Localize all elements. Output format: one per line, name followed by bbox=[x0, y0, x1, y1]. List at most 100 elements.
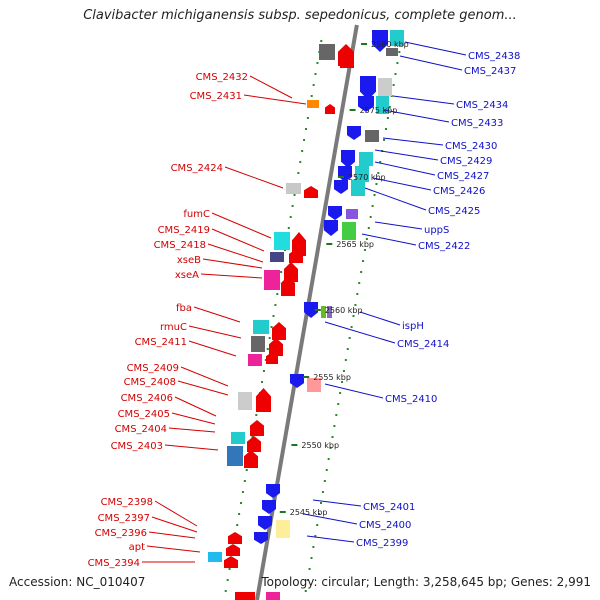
forward-gene-arrow bbox=[224, 556, 238, 568]
track-dot bbox=[352, 315, 355, 317]
gene-label: CMS_2437 bbox=[464, 66, 516, 77]
track-dot bbox=[291, 205, 294, 207]
track-dot bbox=[316, 524, 319, 526]
track-dot bbox=[303, 139, 306, 141]
gene-label: CMS_2394 bbox=[88, 558, 140, 569]
gene-box bbox=[378, 78, 392, 96]
track-dot bbox=[306, 117, 309, 119]
label-leader-line bbox=[383, 109, 450, 123]
track-dot bbox=[379, 161, 382, 163]
gene-label: CMS_2431 bbox=[190, 91, 242, 102]
track-dot bbox=[276, 293, 279, 295]
forward-gene-arrow bbox=[250, 420, 264, 436]
track-dot bbox=[236, 524, 239, 526]
label-leader-line bbox=[374, 221, 423, 230]
label-leader-line bbox=[359, 311, 401, 326]
forward-gene-arrow bbox=[304, 186, 318, 198]
track-dot bbox=[272, 315, 275, 317]
track-dot bbox=[388, 106, 391, 108]
track-dot bbox=[346, 348, 349, 350]
track-dot bbox=[341, 381, 344, 383]
label-leader-line bbox=[306, 535, 355, 543]
label-leader-line bbox=[404, 41, 467, 56]
gene-label: fba bbox=[176, 303, 192, 314]
gene-box bbox=[307, 100, 319, 108]
gene-label: CMS_2430 bbox=[445, 141, 497, 152]
forward-gene-arrow bbox=[272, 322, 286, 340]
track-dot bbox=[375, 183, 378, 185]
gene-label: CMS_2427 bbox=[437, 171, 489, 182]
track-dot bbox=[320, 40, 323, 42]
label-leader-line bbox=[164, 444, 219, 451]
label-leader-line bbox=[312, 499, 362, 507]
kbp-tick-label: 2545 kbp bbox=[290, 508, 328, 517]
gene-box bbox=[327, 306, 332, 318]
track-dot bbox=[360, 271, 363, 273]
reverse-gene-arrow bbox=[334, 180, 348, 194]
gene-box bbox=[274, 232, 290, 250]
label-leader-line bbox=[324, 383, 384, 399]
gene-label: apt bbox=[129, 542, 145, 553]
label-leader-line bbox=[148, 531, 196, 539]
gene-label: CMS_2422 bbox=[418, 241, 470, 252]
track-dot bbox=[224, 590, 227, 592]
track-dot bbox=[314, 535, 317, 537]
genome-stats-text: Topology: circular; Length: 3,258,645 bp… bbox=[261, 575, 591, 589]
reverse-gene-arrow bbox=[258, 516, 272, 530]
kbp-tick-label: 2575 kbp bbox=[360, 106, 398, 115]
label-leader-line bbox=[224, 166, 284, 189]
gene-box bbox=[319, 44, 335, 60]
track-dot bbox=[262, 370, 265, 372]
label-leader-line bbox=[200, 273, 263, 279]
label-leader-line bbox=[372, 177, 432, 191]
track-dot bbox=[306, 579, 309, 581]
track-dot bbox=[323, 480, 326, 482]
track-dot bbox=[318, 513, 321, 515]
gene-box bbox=[253, 320, 269, 334]
gene-label: CMS_2398 bbox=[101, 497, 153, 508]
gene-box bbox=[208, 552, 222, 562]
label-leader-line bbox=[171, 412, 216, 425]
reverse-gene-arrow bbox=[358, 96, 374, 112]
track-dot bbox=[337, 403, 340, 405]
label-leader-line bbox=[374, 161, 436, 176]
track-dot bbox=[245, 469, 248, 471]
gene-box bbox=[342, 222, 356, 240]
track-dot bbox=[358, 282, 361, 284]
reverse-gene-arrow bbox=[360, 76, 376, 100]
gene-box bbox=[248, 354, 262, 366]
label-leader-line bbox=[151, 516, 198, 533]
track-dot bbox=[304, 590, 307, 592]
gene-label: CMS_2434 bbox=[456, 100, 508, 111]
track-dot bbox=[339, 392, 342, 394]
label-leader-line bbox=[364, 187, 427, 211]
forward-gene-arrow bbox=[266, 352, 278, 364]
gene-label: CMS_2405 bbox=[118, 409, 170, 420]
reverse-gene-arrow bbox=[347, 126, 361, 140]
track-dot bbox=[325, 469, 328, 471]
track-dot bbox=[371, 205, 374, 207]
gene-label: CMS_2406 bbox=[121, 393, 173, 404]
forward-gene-arrow bbox=[244, 450, 258, 468]
gene-box bbox=[227, 446, 243, 466]
gene-label: CMS_2438 bbox=[468, 51, 520, 62]
gene-features bbox=[208, 30, 404, 600]
gene-label: CMS_2433 bbox=[451, 118, 503, 129]
forward-gene-arrow bbox=[289, 249, 303, 263]
gene-label: uppS bbox=[424, 225, 449, 236]
track-dot bbox=[301, 150, 304, 152]
label-leader-line bbox=[324, 321, 396, 344]
track-dot bbox=[310, 95, 313, 97]
label-leader-line bbox=[180, 366, 229, 387]
gene-label: CMS_2399 bbox=[356, 538, 408, 549]
label-leader-line bbox=[211, 212, 272, 239]
track-dot bbox=[274, 304, 277, 306]
gene-label: xseB bbox=[177, 255, 201, 266]
track-dot bbox=[268, 337, 271, 339]
track-dot bbox=[362, 260, 365, 262]
track-dot bbox=[308, 568, 311, 570]
label-leader-line bbox=[154, 500, 198, 527]
gene-label: CMS_2432 bbox=[196, 72, 248, 83]
label-leader-line bbox=[188, 325, 242, 339]
